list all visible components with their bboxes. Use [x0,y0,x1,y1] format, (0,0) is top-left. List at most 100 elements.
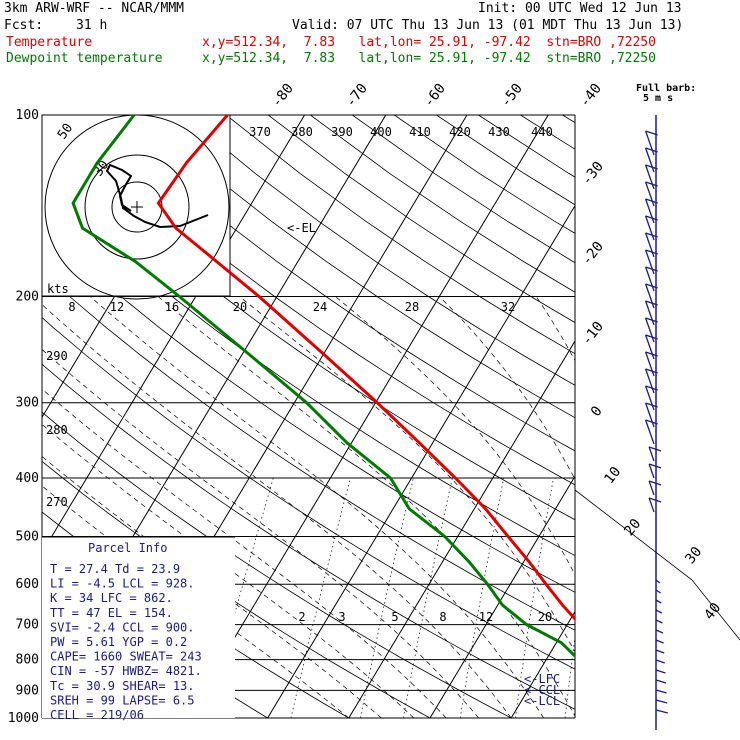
dewpoint-legend: Dewpoint temperature [6,51,163,66]
mixing-ratio-label: 5 [391,610,398,624]
pressure-tick-label: 800 [16,653,39,668]
mixing-ratio-label: 32 [501,300,515,314]
wind-barb [655,589,661,594]
parcel-info-row: CELL = 219/06 [50,708,144,722]
parcel-info-row: K = 34 LFC = 862. [50,591,173,605]
mixing-ratio-line [710,478,728,718]
wind-barb-flag [645,300,658,306]
theta-label: 430 [488,125,510,139]
wind-barb-flag [648,463,662,469]
model-title: 3km ARW-WRF -- NCAR/MMM [4,1,185,16]
pressure-tick-label: 400 [16,471,39,486]
dry-adiabat-line [310,115,575,293]
dry-adiabat-line [42,271,575,631]
wind-barb-flag [645,283,658,289]
theta-label: 400 [370,125,392,139]
pressure-tick-label: 600 [16,577,39,592]
dry-adiabat-line [478,115,575,178]
parcel-info-row: SREH = 99 LAPSE= 6.5 [50,693,195,707]
isotherm-line [267,204,575,718]
dry-adiabat-line [42,226,575,593]
isotherm-line [348,340,575,718]
isotherm-label: -30 [579,159,607,189]
isotherm-label: -70 [343,81,371,111]
wind-barb-flag [645,164,658,170]
isotherm-label: 20 [621,516,644,539]
theta-label: 410 [409,125,431,139]
wind-barb [644,419,655,445]
wind-barb-flag [645,385,658,391]
mixing-ratio-line [290,477,351,718]
valid-time: Valid: 07 UTC Thu 13 Jun 13 (01 MDT Thu … [292,18,684,33]
mixing-ratio-label: 8 [68,300,75,314]
wind-barb [655,669,666,674]
parcel-info-row: SVI= -2.4 CCL = 900. [50,620,195,634]
barb-key-line2: 5 m s [643,93,674,104]
dry-adiabat-line [42,139,575,521]
wind-barb-flag [645,351,658,357]
theta-side-label: 290 [46,349,68,363]
wind-barb [655,709,668,714]
isotherm-line [42,115,306,554]
mixing-ratio-line [564,633,575,718]
moist-adiabat-line [89,296,544,718]
parcel-info-row: TT = 47 EL = 154. [50,606,173,620]
theta-side-label: 270 [46,495,68,509]
dry-adiabat-line [57,115,575,486]
hodograph-ring-label: 50 [55,121,76,142]
mixing-ratio-label: 12 [110,300,124,314]
mixing-ratio-label: 8 [439,610,446,624]
dry-adiabat-line [436,115,575,206]
level-annotation: <-LCL [524,694,560,708]
theta-label: 390 [331,125,353,139]
dry-adiabat-line [352,115,575,264]
pressure-tick-label: 1000 [8,711,39,726]
wind-barb-flag [645,130,658,136]
temperature-profile [156,115,575,622]
wind-barb [648,446,655,462]
isotherm-label: -40 [577,81,605,111]
dewpoint-profile [71,115,575,659]
wind-barb-flag [648,446,662,452]
isotherm-line [185,115,549,718]
wind-barb-flag [645,402,658,408]
mixing-ratio-label: 12 [479,610,493,624]
pressure-tick-label: 300 [16,396,39,411]
dewpoint-location: x,y=512.34, 7.83 lat,lon= 25.91, -97.42 … [202,51,656,66]
parcel-info-row: T = 27.4 Td = 23.9 [50,562,180,576]
level-annotation: <-LFC [524,672,560,686]
mixing-ratio-label: 20 [233,300,247,314]
moist-adiabat-line [535,296,575,362]
theta-side-label: 280 [46,423,68,437]
isotherm-line [592,115,740,718]
moist-adiabat-line [239,296,575,653]
isotherm-label: 40 [701,600,724,623]
dry-adiabat-line [99,115,575,452]
mixing-ratio-line [676,478,698,718]
barb-frame-line [574,489,740,641]
wind-barb [655,599,662,604]
hodograph-units-label: kts [47,282,69,296]
wind-barb [655,629,664,634]
wind-barb-flag [645,181,658,187]
isotherm-line [510,610,575,718]
parcel-info-row: Tc = 30.9 SHEAR= 13. [50,679,195,693]
wind-barb [655,679,667,684]
wind-barb [648,463,655,479]
wind-barb-flag [645,215,658,221]
dry-adiabat-line [42,316,575,670]
forecast-hours: 31 h [76,18,108,33]
parcel-info-row: PW = 5.61 YGP = 0.2 [50,635,187,649]
wind-barb-flag [648,480,662,486]
temperature-legend: Temperature [6,35,93,50]
dry-adiabat-line [141,115,575,419]
mixing-ratio-label: 2 [298,610,305,624]
init-time: Init: 00 UTC Wed 12 Jun 13 [478,1,682,16]
theta-label: 370 [249,125,271,139]
wind-barb [655,639,664,644]
parcel-info-row: CIN = -57 HWBZ= 4821. [50,664,202,678]
isotherm-label: 0 [588,403,606,419]
moist-adiabat-line [439,296,575,480]
isotherm-label: -60 [421,81,449,111]
